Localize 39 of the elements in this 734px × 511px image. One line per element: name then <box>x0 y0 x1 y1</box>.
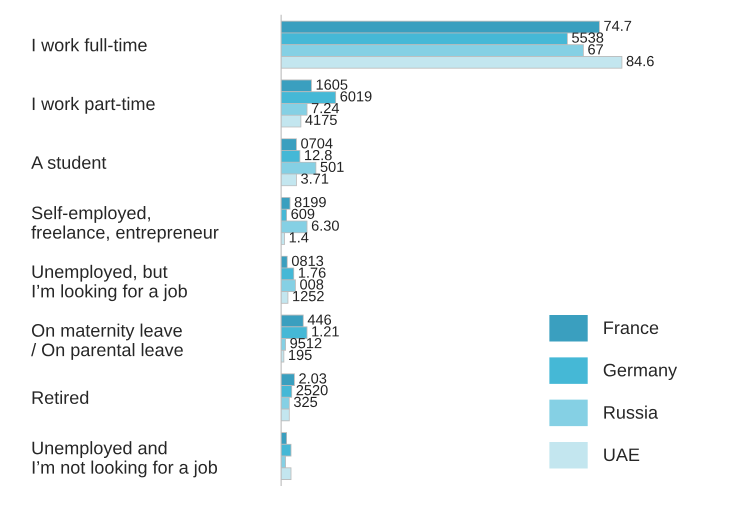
annotation: 12.8 <box>305 150 332 160</box>
annotation: 446 <box>308 314 332 325</box>
annotation: 74.7 <box>604 20 632 31</box>
annotation: 67 <box>588 44 603 55</box>
y-tick-label: Retired <box>32 390 88 404</box>
annotation: 1.21 <box>312 326 339 336</box>
legend-label: UAE <box>604 448 640 462</box>
legend-label: Russia <box>604 406 658 419</box>
text: 84.6 <box>626 56 654 66</box>
annotation: 4175 <box>305 114 337 126</box>
annotation: 6019 <box>340 91 372 102</box>
annotation: 1605 <box>316 79 348 90</box>
annotation: 501 <box>320 162 344 172</box>
annotation: 6.30 <box>312 220 339 231</box>
annotation: 1.4 <box>290 232 308 242</box>
annotation: 5538 <box>572 32 604 43</box>
annotation: 2520 <box>296 385 328 396</box>
annotation: 9512 <box>290 338 322 348</box>
annotation: 325 <box>294 396 318 408</box>
annotation: 3.71 <box>301 173 328 184</box>
y-tick-label: On maternity leave / On parental leave <box>31 324 183 360</box>
legend-label: Germany <box>604 364 678 380</box>
y-tick-label: Self-employed, freelance, entrepreneur <box>31 206 219 242</box>
y-tick-label: Unemployed and I’m not looking for a job <box>32 441 218 478</box>
annotation: 0813 <box>292 256 324 266</box>
annotation: 7.24 <box>312 102 340 114</box>
annotation: 1252 <box>293 290 324 302</box>
annotation: 008 <box>300 279 324 290</box>
annotation: 2.03 <box>299 373 326 384</box>
annotation: 0704 <box>301 138 333 149</box>
annotation: 8199 <box>294 196 326 208</box>
y-tick-label: Unemployed, but I’m looking for a job <box>32 264 187 302</box>
annotation: 1.76 <box>298 267 326 278</box>
annotation: 195 <box>289 350 312 360</box>
y-tick-label: I work full-time <box>32 38 147 52</box>
y-tick-label: A student <box>31 156 106 169</box>
legend-label: France <box>604 322 658 334</box>
annotation: 609 <box>291 208 314 220</box>
y-tick-label: I work part-time <box>32 96 155 114</box>
